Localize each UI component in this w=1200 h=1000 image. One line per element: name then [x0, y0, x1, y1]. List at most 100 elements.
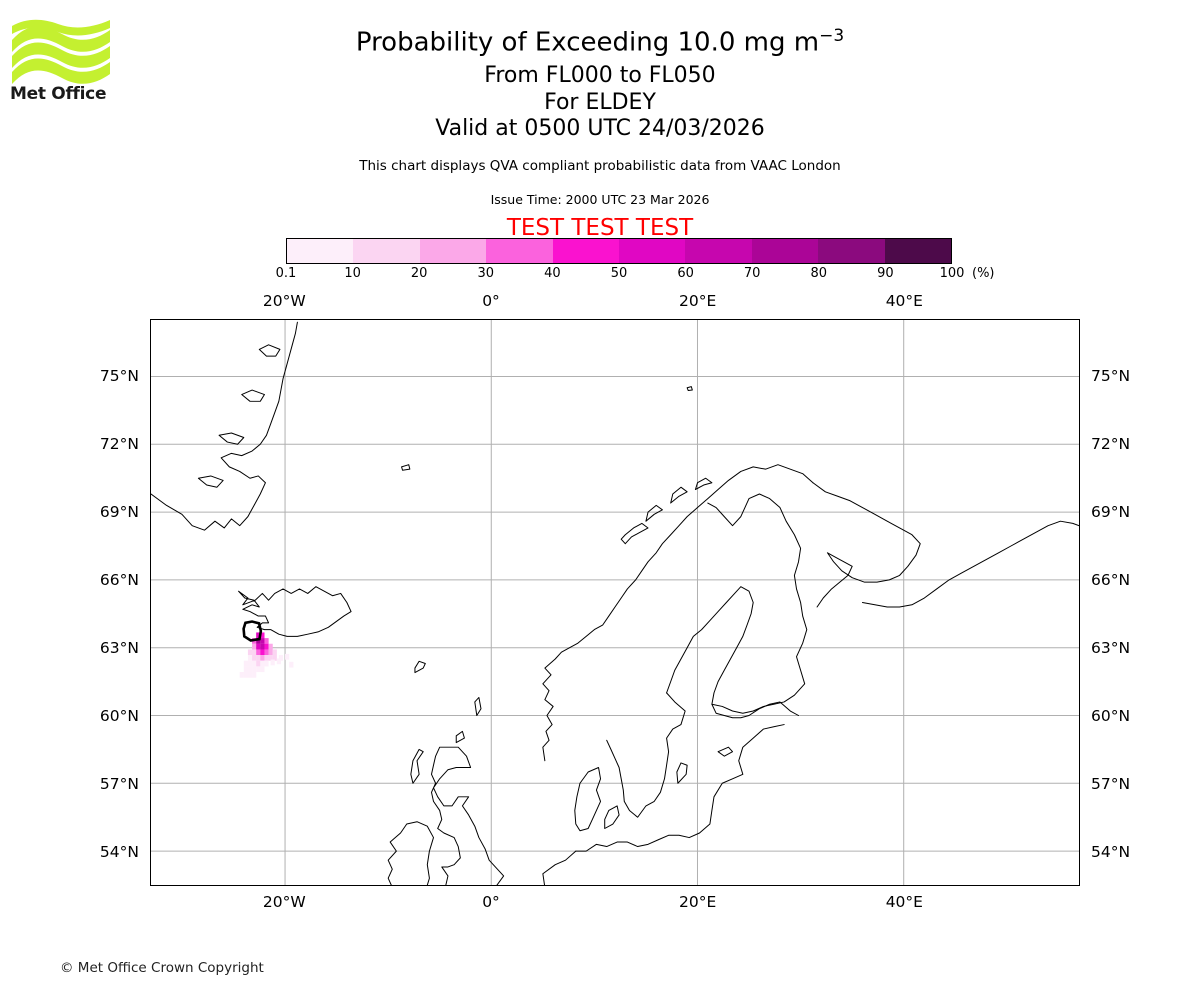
plume-cell-4 — [256, 638, 261, 644]
coastline-segment-10 — [620, 522, 649, 545]
probability-colorbar — [286, 238, 952, 264]
flight-level-subtitle: From FL000 to FL050 — [484, 63, 716, 88]
coastline-segment-19 — [574, 767, 602, 832]
plume-cell-13 — [252, 649, 257, 656]
plume-cell-26 — [278, 655, 284, 661]
lat-label-57°N-left: 57°N — [99, 774, 139, 793]
coastline-segment-2 — [151, 321, 298, 531]
coastline-segment-12 — [670, 486, 688, 504]
plume-cell-19 — [247, 655, 253, 661]
plume-cell-35 — [276, 658, 282, 665]
colorbar-tick-0.1: 0.1 — [275, 266, 297, 281]
plume-cell-2 — [260, 632, 265, 639]
coastline-segment-23 — [676, 762, 688, 784]
colorbar-segment-4 — [486, 239, 553, 263]
map-panel — [150, 319, 1080, 886]
logo-wave-band-3 — [12, 58, 110, 84]
coastline-segment-30 — [542, 850, 577, 885]
coastline-segment-4 — [218, 432, 245, 445]
logo-wave-band-4 — [12, 19, 110, 36]
plume-cell-39 — [256, 666, 261, 673]
plume-cell-12 — [247, 649, 253, 656]
map-canvas — [151, 320, 1079, 885]
colorbar-tick-labels: 0.1 10 20 30 40 50 60 70 80 90 100 — [0, 266, 1200, 286]
coastline-segment-7 — [401, 464, 411, 471]
coastline-segment-13 — [694, 477, 713, 490]
plume-cell-42 — [239, 671, 244, 678]
lat-label-75°N-right: 75°N — [1091, 366, 1131, 385]
lon-label-20°E-bottom: 20°E — [679, 893, 717, 911]
coastline-segment-26 — [410, 748, 424, 784]
lon-label-20°E-top: 20°E — [679, 292, 717, 310]
lat-label-63°N-left: 63°N — [99, 638, 139, 657]
colorbar-segment-1 — [287, 239, 354, 263]
plume-cell-15 — [260, 649, 265, 656]
plume-cell-21 — [256, 655, 261, 661]
coastline-segment-6 — [258, 344, 281, 357]
colorbar-segment-6 — [619, 239, 686, 263]
plume-cell-25 — [272, 655, 277, 661]
plume-cell-31 — [256, 660, 261, 667]
colorbar-tick-40: 40 — [544, 266, 561, 281]
coastline-segment-18 — [707, 493, 808, 714]
logo-wave-band-2 — [12, 42, 110, 68]
plume-cell-44 — [247, 671, 253, 678]
met-office-logo: Met Office — [10, 18, 112, 110]
colorbar-segment-8 — [751, 239, 819, 263]
plume-cell-38 — [252, 666, 257, 673]
colorbar-tick-70: 70 — [743, 266, 761, 281]
plume-cell-7 — [252, 643, 257, 650]
coastline-segment-8 — [686, 386, 693, 392]
plume-cell-8 — [256, 643, 261, 650]
lat-label-66°N-right: 66°N — [1091, 570, 1131, 589]
plume-cell-24 — [268, 655, 273, 661]
copyright-footer: © Met Office Crown Copyright — [60, 960, 264, 976]
plume-cell-43 — [243, 671, 249, 678]
lon-label-40°E-bottom: 40°E — [885, 893, 923, 911]
plume-cell-33 — [264, 660, 269, 667]
lat-label-69°N-left: 69°N — [99, 502, 139, 521]
coastlines — [151, 321, 1079, 885]
colorbar-segment-7 — [685, 239, 752, 263]
issue-time: Issue Time: 2000 UTC 23 Mar 2026 — [490, 192, 710, 207]
lat-label-75°N-left: 75°N — [99, 366, 139, 385]
colorbar-tick-90: 90 — [877, 266, 894, 281]
colorbar-tick-80: 80 — [810, 266, 828, 281]
plume-cell-20 — [252, 655, 257, 661]
coastline-segment-11 — [645, 504, 663, 522]
colorbar-segment-10 — [884, 239, 952, 263]
lat-label-69°N-right: 69°N — [1091, 502, 1131, 521]
coastline-segment-16 — [666, 586, 800, 719]
page-title: Probability of Exceeding 10.0 mg m−3 — [0, 26, 1200, 58]
valid-time-subtitle: Valid at 0500 UTC 24/03/2026 — [435, 116, 765, 141]
coastline-segment-24 — [430, 746, 505, 885]
colorbar-tick-30: 30 — [477, 266, 495, 281]
lon-label-0°-bottom: 0° — [482, 893, 500, 911]
plume-cell-18 — [272, 649, 277, 656]
plume-cell-32 — [260, 660, 265, 667]
plume-cell-41 — [289, 661, 294, 668]
plume-cell-17 — [268, 649, 273, 656]
coastline-segment-21 — [575, 724, 785, 852]
lat-label-63°N-right: 63°N — [1091, 638, 1131, 657]
colorbar-segment-9 — [818, 239, 885, 263]
coastline-segment-17 — [606, 692, 686, 818]
plume-cell-34 — [270, 659, 275, 666]
plume-cell-45 — [252, 671, 257, 678]
lat-label-66°N-left: 66°N — [99, 570, 139, 589]
coastline-segment-14 — [812, 482, 921, 608]
coastline-segment-25 — [387, 821, 434, 885]
lat-label-54°N-left: 54°N — [99, 842, 139, 861]
colorbar-tick-10: 10 — [344, 266, 361, 281]
coastline-segment-1 — [238, 586, 352, 637]
qva-note: This chart displays QVA compliant probab… — [359, 158, 841, 174]
coastline-segment-9 — [542, 464, 814, 762]
plume-cell-29 — [247, 660, 253, 667]
lat-label-57°N-right: 57°N — [1091, 774, 1131, 793]
plume-cell-14 — [256, 649, 261, 656]
lat-label-54°N-right: 54°N — [1091, 842, 1131, 861]
coastline-segment-28 — [455, 730, 465, 744]
page-title-exponent: −3 — [819, 26, 845, 46]
colorbar-segment-3 — [419, 239, 487, 263]
